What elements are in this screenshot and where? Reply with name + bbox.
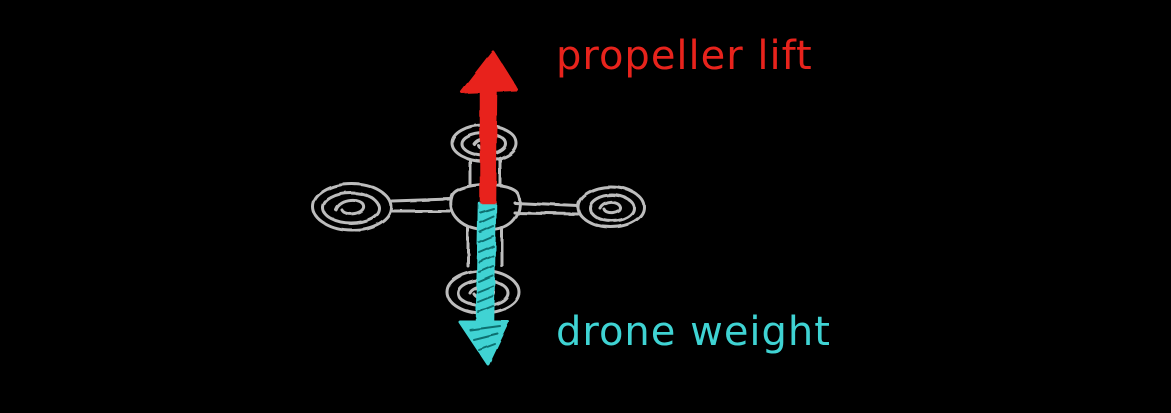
weight-arrow-hatching	[477, 207, 494, 313]
top-arm	[468, 158, 502, 186]
lift-arrow-head	[460, 50, 519, 94]
right-propeller	[576, 185, 646, 229]
bottom-arm	[466, 226, 504, 268]
lift-arrow	[460, 50, 519, 204]
propeller-lift-label: propeller lift	[556, 33, 813, 79]
left-propeller	[311, 182, 393, 232]
drone-weight-label: drone weight	[556, 309, 831, 355]
right-arm	[513, 201, 580, 216]
weight-arrow-head	[458, 320, 510, 366]
weight-arrow-head-hatching	[469, 325, 501, 351]
weight-arrow	[458, 201, 510, 366]
left-arm	[390, 197, 452, 213]
lift-arrow-shaft	[479, 89, 498, 204]
